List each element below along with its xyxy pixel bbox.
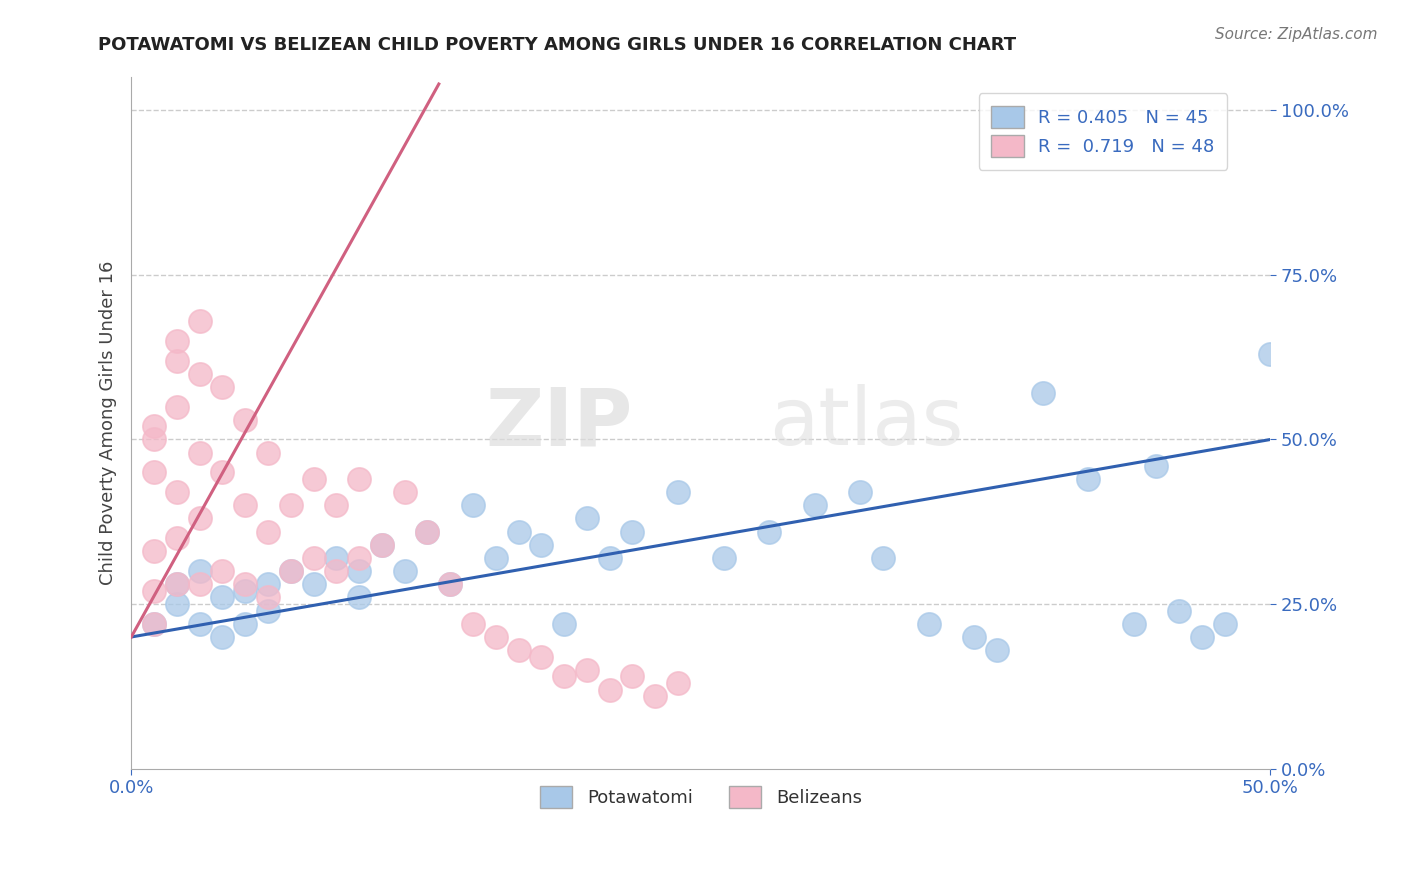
Point xyxy=(508,643,530,657)
Point xyxy=(1191,630,1213,644)
Point xyxy=(166,597,188,611)
Point xyxy=(621,524,644,539)
Point xyxy=(803,499,825,513)
Point xyxy=(188,616,211,631)
Point xyxy=(143,616,166,631)
Point xyxy=(644,690,666,704)
Point xyxy=(302,551,325,566)
Point xyxy=(257,604,280,618)
Point xyxy=(530,538,553,552)
Point xyxy=(347,564,370,578)
Point xyxy=(508,524,530,539)
Point xyxy=(439,577,461,591)
Point xyxy=(188,445,211,459)
Point xyxy=(371,538,394,552)
Point xyxy=(599,682,621,697)
Point xyxy=(439,577,461,591)
Legend: Potawatomi, Belizeans: Potawatomi, Belizeans xyxy=(533,779,869,815)
Point xyxy=(257,524,280,539)
Point xyxy=(188,577,211,591)
Point xyxy=(849,485,872,500)
Point xyxy=(143,544,166,558)
Point xyxy=(963,630,986,644)
Point xyxy=(211,630,233,644)
Text: POTAWATOMI VS BELIZEAN CHILD POVERTY AMONG GIRLS UNDER 16 CORRELATION CHART: POTAWATOMI VS BELIZEAN CHILD POVERTY AMO… xyxy=(98,36,1017,54)
Point xyxy=(371,538,394,552)
Text: ZIP: ZIP xyxy=(485,384,633,462)
Point xyxy=(1168,604,1191,618)
Point xyxy=(302,472,325,486)
Point xyxy=(416,524,439,539)
Point xyxy=(1032,386,1054,401)
Point xyxy=(188,367,211,381)
Point xyxy=(211,380,233,394)
Point xyxy=(211,466,233,480)
Point xyxy=(394,485,416,500)
Point xyxy=(485,551,508,566)
Point xyxy=(347,551,370,566)
Point xyxy=(188,564,211,578)
Point xyxy=(666,485,689,500)
Point xyxy=(1077,472,1099,486)
Point xyxy=(347,472,370,486)
Point xyxy=(166,400,188,414)
Point xyxy=(325,499,347,513)
Point xyxy=(394,564,416,578)
Point xyxy=(325,551,347,566)
Point xyxy=(188,511,211,525)
Point xyxy=(666,676,689,690)
Point xyxy=(143,466,166,480)
Point xyxy=(325,564,347,578)
Point xyxy=(280,499,302,513)
Point xyxy=(233,583,256,598)
Point xyxy=(143,419,166,434)
Point xyxy=(461,616,484,631)
Text: atlas: atlas xyxy=(769,384,963,462)
Point xyxy=(416,524,439,539)
Point xyxy=(347,591,370,605)
Point xyxy=(485,630,508,644)
Point xyxy=(599,551,621,566)
Point xyxy=(143,616,166,631)
Point xyxy=(530,649,553,664)
Point xyxy=(575,511,598,525)
Point xyxy=(575,663,598,677)
Point xyxy=(553,669,575,683)
Point xyxy=(143,583,166,598)
Point xyxy=(166,353,188,368)
Point xyxy=(713,551,735,566)
Point xyxy=(233,616,256,631)
Point xyxy=(257,445,280,459)
Point xyxy=(166,577,188,591)
Point xyxy=(1213,616,1236,631)
Point xyxy=(166,485,188,500)
Point xyxy=(302,577,325,591)
Point xyxy=(1260,347,1282,361)
Point xyxy=(233,499,256,513)
Point xyxy=(917,616,939,631)
Point xyxy=(280,564,302,578)
Point xyxy=(257,577,280,591)
Point xyxy=(1122,616,1144,631)
Point xyxy=(621,669,644,683)
Text: Source: ZipAtlas.com: Source: ZipAtlas.com xyxy=(1215,27,1378,42)
Point xyxy=(257,591,280,605)
Point xyxy=(758,524,780,539)
Point xyxy=(461,499,484,513)
Point xyxy=(166,531,188,545)
Point xyxy=(166,334,188,348)
Point xyxy=(280,564,302,578)
Point xyxy=(553,616,575,631)
Point xyxy=(233,413,256,427)
Point xyxy=(211,591,233,605)
Point xyxy=(188,314,211,328)
Point xyxy=(211,564,233,578)
Point xyxy=(872,551,894,566)
Point xyxy=(986,643,1008,657)
Point xyxy=(143,433,166,447)
Point xyxy=(233,577,256,591)
Y-axis label: Child Poverty Among Girls Under 16: Child Poverty Among Girls Under 16 xyxy=(100,260,117,585)
Point xyxy=(1146,458,1168,473)
Point xyxy=(166,577,188,591)
